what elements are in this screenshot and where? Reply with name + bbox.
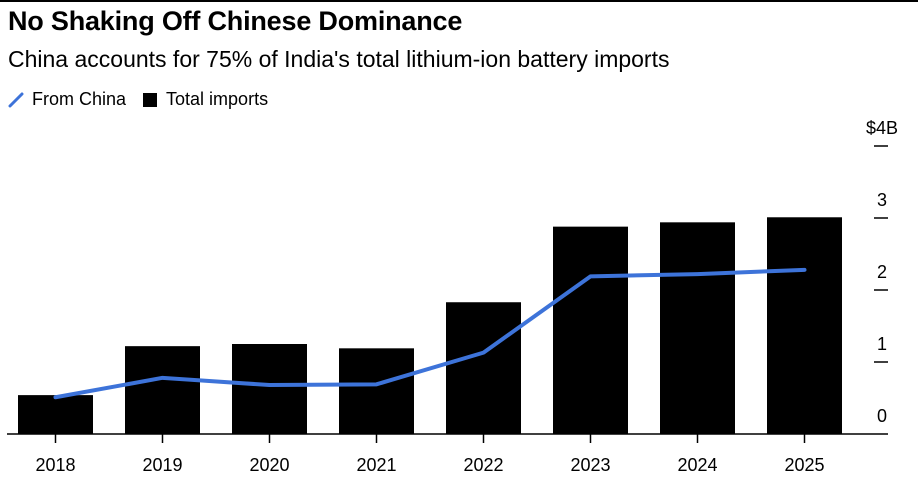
y-tick-label: 1 [877, 334, 887, 354]
chart-subtitle: China accounts for 75% of India's total … [8, 46, 670, 72]
bar-2023 [553, 226, 628, 434]
legend-label: Total imports [166, 89, 269, 109]
x-tick-label: 2020 [249, 455, 289, 475]
bar-2025 [767, 217, 842, 434]
bar-2018 [18, 395, 93, 434]
bar-2021 [339, 348, 414, 434]
legend: From China Total imports [8, 89, 284, 110]
square-swatch-icon [143, 92, 158, 107]
y-tick-label: 2 [877, 262, 887, 282]
bar-2020 [232, 344, 307, 434]
x-tick-label: 2019 [142, 455, 182, 475]
x-axis: 2018 2019 2020 2021 2022 2023 2024 2025 [7, 433, 888, 475]
legend-item-from-china: From China [8, 89, 126, 110]
y-axis: 0 1 2 3 $4B [866, 118, 898, 426]
x-tick-label: 2018 [35, 455, 75, 475]
y-tick-label: $4B [866, 118, 898, 138]
y-tick-label: 3 [877, 190, 887, 210]
line-swatch-icon [8, 92, 24, 107]
bar-2022 [446, 302, 521, 434]
bar-2019 [125, 346, 200, 434]
x-tick-label: 2021 [356, 455, 396, 475]
chart-title: No Shaking Off Chinese Dominance [8, 6, 463, 36]
x-tick-label: 2023 [570, 455, 610, 475]
line-from-china [53, 267, 807, 400]
legend-item-total-imports: Total imports [142, 89, 268, 110]
y-tick-label: 0 [877, 406, 887, 426]
legend-label: From China [32, 89, 127, 109]
line-group [53, 267, 807, 400]
x-tick-label: 2025 [784, 455, 824, 475]
top-rule [0, 0, 918, 2]
x-tick-label: 2024 [677, 455, 717, 475]
bars-group [18, 217, 842, 434]
bar-2024 [660, 222, 735, 434]
x-tick-label: 2022 [463, 455, 503, 475]
